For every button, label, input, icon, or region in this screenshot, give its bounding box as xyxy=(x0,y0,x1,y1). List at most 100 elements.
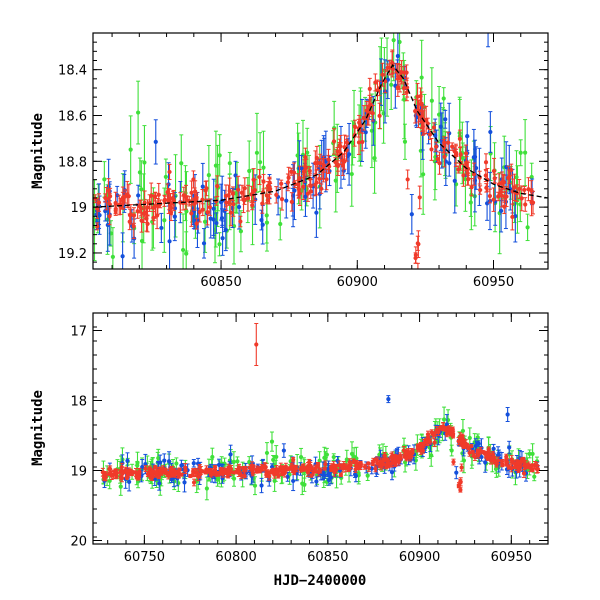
top-red-point xyxy=(415,235,420,251)
top-green-point xyxy=(142,125,147,200)
bottom-red-point xyxy=(504,453,509,460)
bottom-blue-point xyxy=(125,452,130,470)
bottom-red-point xyxy=(239,471,244,480)
bottom-x-tick-label: 60900 xyxy=(399,550,440,565)
top-green-point xyxy=(110,227,115,269)
top-red-point xyxy=(496,191,501,202)
top-green-point xyxy=(227,151,232,175)
bottom-red-point xyxy=(272,470,277,479)
top-red-point xyxy=(242,177,247,200)
bottom-red-point xyxy=(291,456,296,463)
top-green-point xyxy=(278,207,283,241)
top-red-point xyxy=(512,173,517,202)
top-red-point xyxy=(461,163,466,187)
bottom-red-point xyxy=(381,459,386,469)
top-red-point xyxy=(292,180,298,189)
bottom-red-point xyxy=(231,470,236,475)
top-red-point xyxy=(375,79,380,102)
top-x-tick-label: 60850 xyxy=(200,275,241,290)
top-red-point xyxy=(320,158,325,180)
top-green-point xyxy=(349,141,354,207)
top-red-point xyxy=(446,131,451,154)
top-red-point xyxy=(171,193,176,207)
bottom-red-point xyxy=(191,478,197,487)
bottom-y-tick-label: 17 xyxy=(70,325,87,340)
bottom-red-point xyxy=(161,465,166,473)
bottom-red-point xyxy=(373,465,378,473)
top-red-point xyxy=(435,154,440,164)
bottom-red-point xyxy=(332,467,337,477)
top-green-point xyxy=(460,142,465,174)
top-green-point xyxy=(468,188,473,217)
top-red-point xyxy=(104,186,109,211)
top-red-point xyxy=(301,173,306,201)
bottom-red-point xyxy=(436,428,441,437)
bottom-red-point xyxy=(404,455,409,461)
bottom-red-point xyxy=(225,468,230,478)
top-red-point xyxy=(274,186,279,204)
top-red-point xyxy=(307,166,312,176)
bottom-red-point xyxy=(451,458,456,466)
top-data-points xyxy=(93,33,536,269)
top-plot-frame xyxy=(92,32,549,270)
top-green-point xyxy=(429,67,434,135)
top-red-point xyxy=(373,73,378,92)
bottom-x-tick-label: 60950 xyxy=(491,550,532,565)
top-red-point xyxy=(228,199,234,227)
bottom-green-point xyxy=(231,451,236,473)
bottom-red-point xyxy=(346,463,351,470)
top-red-point xyxy=(135,203,140,219)
top-red-point xyxy=(413,98,418,124)
bottom-red-point xyxy=(469,444,474,449)
bottom-red-point xyxy=(385,457,390,462)
bottom-red-point xyxy=(197,463,202,471)
top-red-point xyxy=(245,184,251,212)
bottom-red-point xyxy=(124,475,130,481)
bottom-red-point xyxy=(120,469,125,478)
bottom-y-tick-label: 20 xyxy=(70,535,87,550)
top-green-point xyxy=(436,85,442,144)
top-blue-point xyxy=(214,212,219,234)
top-red-point xyxy=(401,81,407,95)
top-red-point xyxy=(203,180,208,201)
top-blue-point xyxy=(299,154,304,182)
panel-bottom: 60750 60800 60850 60900 60950 17 18 19 20 Magnit… xyxy=(30,312,549,589)
top-red-point xyxy=(377,102,382,129)
bottom-red-point xyxy=(101,474,107,481)
bottom-red-point xyxy=(113,468,119,477)
bottom-red-point xyxy=(375,461,380,466)
bottom-red-point xyxy=(459,463,464,472)
top-red-point xyxy=(458,146,463,163)
bottom-red-point xyxy=(126,467,131,475)
bottom-red-point xyxy=(384,463,389,470)
top-red-point xyxy=(465,160,470,186)
top-red-point xyxy=(286,166,291,189)
top-blue-point xyxy=(409,194,414,235)
bottom-red-point xyxy=(462,439,467,449)
bottom-data-points xyxy=(100,323,541,501)
bottom-green-point xyxy=(252,476,258,496)
top-red-point xyxy=(478,185,483,195)
bottom-red-point xyxy=(315,461,321,468)
top-red-point xyxy=(215,175,220,197)
bottom-red-point xyxy=(404,451,409,456)
top-red-point xyxy=(167,163,172,180)
top-x-tick-label: 60950 xyxy=(473,275,514,290)
top-red-point xyxy=(279,187,285,211)
bottom-red-point xyxy=(458,478,463,485)
top-red-point xyxy=(131,213,136,240)
bottom-blue-point xyxy=(386,395,391,404)
bottom-red-point xyxy=(393,455,399,463)
top-red-point xyxy=(265,196,270,205)
bottom-x-tick-label: 60850 xyxy=(307,550,348,565)
bottom-green-point xyxy=(532,472,537,482)
bottom-red-point xyxy=(176,472,181,479)
top-red-point xyxy=(360,132,365,152)
top-red-point xyxy=(204,180,209,197)
bottom-red-point xyxy=(389,459,394,468)
top-red-point xyxy=(390,64,395,74)
top-blue-point xyxy=(153,119,158,165)
top-blue-point xyxy=(363,115,368,149)
top-green-point xyxy=(402,123,408,160)
top-red-point xyxy=(118,197,123,215)
